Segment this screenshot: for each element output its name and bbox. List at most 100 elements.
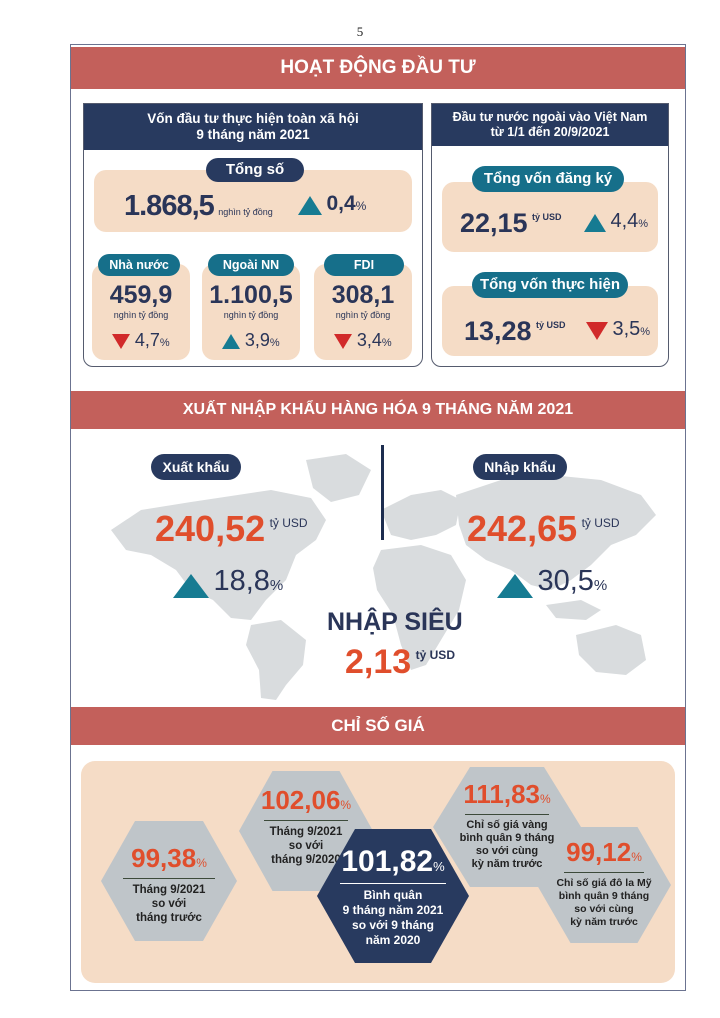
change-value: 30,5 [537,565,594,597]
desc-line: năm 2020 [365,933,421,947]
export-value-row: 240,52 tỷ USD [155,508,308,550]
trade-divider [381,445,384,540]
total-change: 0,4% [298,192,366,216]
state-card [92,264,190,360]
desc-line: Chỉ số giá vàng [466,819,548,831]
hex-divider [123,878,215,879]
total-unit: nghìn tỷ đồng [218,207,273,217]
desc-line: so với 9 tháng [352,918,434,932]
non-state-card [202,264,300,360]
fdi-unit: nghìn tỷ đồng [335,310,391,320]
change-value: 4,7 [134,330,160,350]
change-value: 0,4 [326,192,356,215]
import-change: 30,5% [497,565,607,598]
desc-line: bình quân 9 tháng [459,832,555,844]
state-label: Nhà nước [98,254,180,276]
foreign-investment-title: Đầu tư nước ngoài vào Việt Nam từ 1/1 đế… [432,104,668,146]
down-triangle-icon [586,321,608,340]
pct-sign: % [196,856,207,870]
up-triangle-icon [222,334,241,350]
desc-line: Chỉ số giá đô la Mỹ [556,877,652,889]
title-line: Đầu tư nước ngoài vào Việt Nam [452,110,648,124]
registered-card [442,182,658,252]
world-map-icon [111,454,656,700]
pct-sign: % [631,850,642,864]
pct-sign: % [539,792,551,806]
fdi-card [314,264,412,360]
desc-line: so với [151,898,187,910]
non-state-unit: nghìn tỷ đồng [223,310,279,320]
pct-sign: % [638,218,649,230]
page-number: 5 [356,24,364,39]
pct-sign: % [593,577,608,594]
change-value: 3,5 [612,318,641,340]
hex-value: 111,83 [463,779,540,809]
up-triangle-icon [173,573,209,598]
import-unit: tỷ USD [581,516,620,530]
disbursed-value-row: 13,28 tỷ USD [464,316,566,347]
import-value: 242,65 [467,508,578,549]
down-triangle-icon [112,334,131,350]
change-value: 3,9 [244,330,270,350]
state-change: 4,7% [92,330,190,351]
total-value: 1.868,5 [124,190,215,222]
down-triangle-icon [334,334,353,350]
desc-line: so với cùng [475,845,539,857]
hex-value: 99,38 [131,843,197,873]
pct-sign: % [159,337,170,349]
desc-line: so với cùng [574,903,634,915]
export-value: 240,52 [155,508,266,549]
hex-value: 99,12 [566,837,632,867]
pct-sign: % [340,798,352,812]
deficit-value: 2,13 [345,643,412,681]
up-triangle-icon [298,196,322,216]
export-change: 18,8% [173,565,283,598]
deficit-value-row: 2,13 tỷ USD [345,643,455,682]
pct-sign: % [355,199,367,213]
title-line: 9 tháng năm 2021 [196,127,310,142]
up-triangle-icon [497,573,533,598]
non-state-change: 3,9% [202,330,300,351]
fdi-label: FDI [324,254,404,276]
disbursed-change: 3,5% [586,318,650,341]
hex-divider [264,820,348,821]
prices-banner: CHỈ SỐ GIÁ [71,707,685,745]
desc-line: 9 tháng năm 2021 [342,903,444,917]
change-value: 4,4 [610,210,639,232]
non-state-value: 1.100,5 [209,281,293,309]
change-value: 18,8 [213,565,270,597]
investment-banner: HOẠT ĐỘNG ĐẦU TƯ [71,47,685,89]
disbursed-label: Tổng vốn thực hiện [472,272,628,298]
infographic-frame: HOẠT ĐỘNG ĐẦU TƯ Vốn đầu tư thực hiện to… [70,44,686,991]
registered-unit: tỷ USD [532,212,562,222]
hex-desc: Chỉ số giá vàng bình quân 9 tháng so với… [433,819,581,871]
export-label: Xuất khẩu [151,454,241,480]
title-line: Vốn đầu tư thực hiện toàn xã hội [147,111,359,126]
price-hex-cpi-yoy: 102,06% Tháng 9/2021 so với tháng 9/2020 [239,771,373,891]
import-value-row: 242,65 tỷ USD [467,508,620,550]
disbursed-value: 13,28 [464,316,532,346]
export-unit: tỷ USD [269,516,308,530]
pct-sign: % [640,326,651,338]
hex-desc: Bình quân 9 tháng năm 2021 so với 9 thán… [317,888,469,948]
up-triangle-icon [584,213,606,232]
change-value: 3,4 [356,330,382,350]
trade-banner: XUẤT NHẬP KHẨU HÀNG HÓA 9 THÁNG NĂM 2021 [71,391,685,429]
pct-sign: % [433,859,445,874]
registered-value-row: 22,15 tỷ USD [460,208,562,239]
hex-value: 101,82 [341,845,434,878]
disbursed-unit: tỷ USD [536,320,566,330]
hex-divider [564,872,644,873]
fdi-value: 308,1 [331,281,395,309]
fdi-change: 3,4% [314,330,412,351]
social-investment-box: Vốn đầu tư thực hiện toàn xã hội 9 tháng… [83,103,423,367]
pct-sign: % [381,337,392,349]
desc-line: Bình quân [363,888,423,902]
hex-desc: Tháng 9/2021 so với tháng trước [101,883,237,925]
social-investment-title: Vốn đầu tư thực hiện toàn xã hội 9 tháng… [84,104,422,150]
desc-line: kỳ năm trước [570,916,638,928]
desc-line: bình quân 9 tháng [558,890,650,902]
title-line: từ 1/1 đến 20/9/2021 [490,125,610,139]
total-label: Tổng số [206,158,304,182]
desc-line: Tháng 9/2021 [269,826,343,838]
